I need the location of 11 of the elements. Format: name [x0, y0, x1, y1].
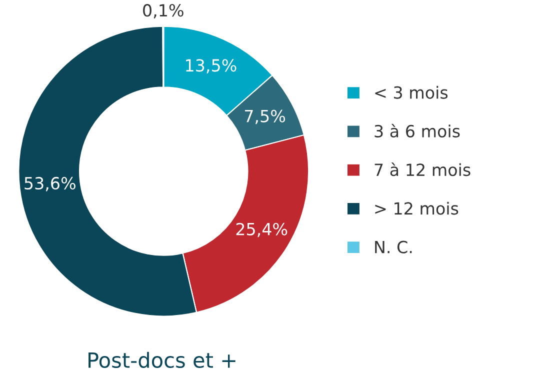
legend-label: N. C.: [375, 240, 412, 254]
legend-label: > 12 mois: [375, 202, 458, 215]
legend-label: 3 à 6 mois: [374, 124, 460, 138]
data-label: 13,5%: [186, 59, 236, 74]
legend-label: < 3 mois: [375, 86, 448, 99]
legend-label: 7 à 12 mois: [374, 162, 470, 176]
data-label: 25,4%: [236, 222, 288, 238]
text: Post-docs et +: [88, 352, 236, 368]
data-label: 53,6%: [24, 176, 76, 192]
data-label: 0,1%: [143, 4, 184, 18]
data-label: 7,5%: [244, 110, 286, 124]
